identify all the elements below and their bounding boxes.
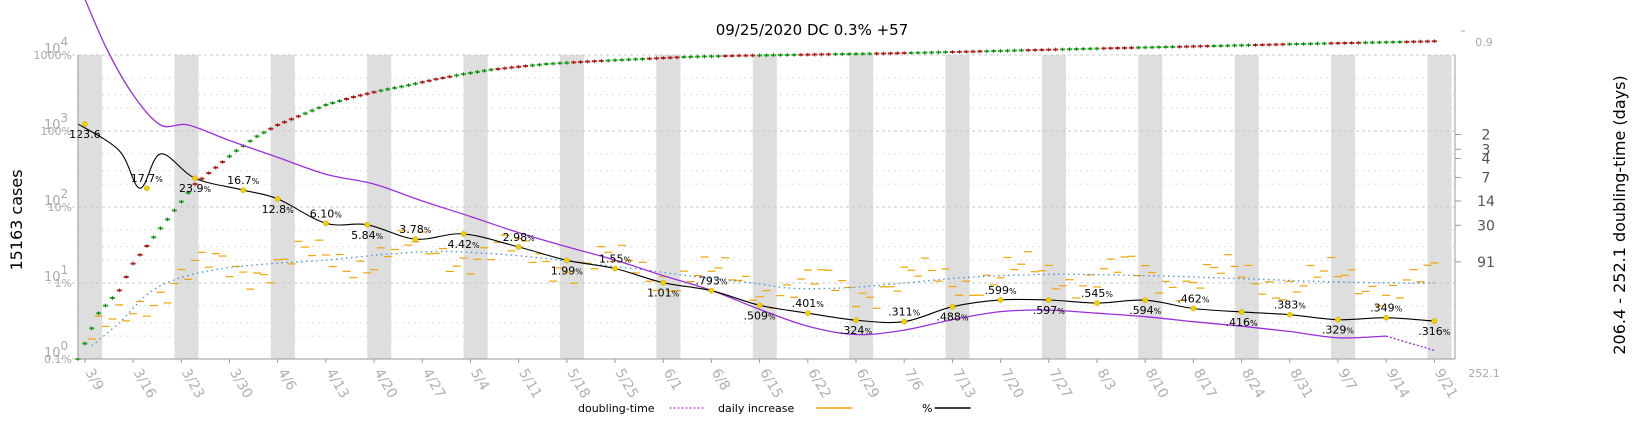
percent-label: .462% (1177, 292, 1210, 305)
y-tick-percent: 1000% (34, 49, 72, 62)
doubling-time-line (84, 0, 1387, 339)
percent-label: .349% (1370, 302, 1403, 315)
percent-label: 123.6 (69, 128, 101, 141)
legend-label: % (922, 402, 932, 415)
percent-label: .594% (1129, 304, 1162, 317)
percent-marker (660, 279, 667, 286)
percent-label: .597% (1033, 304, 1066, 317)
y-tick-percent: 100% (41, 125, 72, 138)
right-tick-label: 2 (1482, 127, 1491, 143)
right-tick-label: 91 (1477, 255, 1495, 271)
percent-label: .383% (1274, 299, 1307, 312)
percent-label: .509% (744, 309, 777, 322)
y-tick-percent: 0.1% (44, 353, 72, 366)
percent-annotations: 123.6 17.7% 23.9% 16.7% 12.8% 6.10% 5.84% 3.78%… (69, 121, 1451, 338)
percent-marker (949, 303, 956, 310)
percent-marker (997, 297, 1004, 303)
right-tick-label: 14 (1477, 194, 1495, 210)
percent-label: .793% (695, 275, 728, 288)
doubling-time-projection (1385, 335, 1435, 351)
percent-label: 6.10% (310, 207, 343, 220)
percent-label: .329% (1322, 324, 1355, 337)
percent-marker (708, 287, 715, 294)
percent-label: 17.7% (131, 172, 164, 185)
percent-label: .416% (1226, 316, 1259, 329)
percent-marker (1045, 297, 1052, 303)
percent-label: 16.7% (227, 174, 259, 187)
right-tick-label: 4 (1482, 151, 1491, 167)
percent-label: 1.55% (599, 253, 632, 266)
percent-marker (1238, 309, 1245, 315)
percent-marker (563, 257, 570, 264)
percent-marker (412, 236, 419, 242)
percent-marker (1094, 300, 1100, 306)
percent-label: 3.78% (399, 223, 432, 236)
percent-label: 12.8% (262, 203, 295, 216)
percent-label: .401% (792, 297, 825, 310)
percent-label: 2.98% (503, 231, 536, 244)
percent-marker (853, 317, 859, 324)
daily-increase-markers (87, 230, 1439, 340)
percent-marker (804, 310, 811, 317)
cases-series (75, 39, 1437, 361)
percent-label: .324% (840, 324, 873, 337)
percent-marker (1190, 305, 1197, 312)
legend: doubling-time daily increase% (578, 402, 971, 415)
percent-label: .311% (888, 306, 921, 319)
percent-marker (1335, 316, 1341, 323)
percent-label: .316% (1418, 325, 1451, 338)
percent-marker (192, 175, 198, 182)
percent-label: 5.84% (351, 229, 384, 242)
percent-label: 1.01% (647, 287, 680, 300)
percent-label: .545% (1081, 287, 1114, 300)
percent-marker (144, 185, 150, 192)
percent-marker (612, 265, 618, 272)
percent-marker (323, 220, 329, 227)
percent-marker (901, 318, 908, 325)
y-tick-percent: 10% (48, 201, 72, 214)
percent-marker (82, 121, 88, 127)
percent-label: 23.9% (179, 182, 212, 195)
legend-label: doubling-time (578, 402, 655, 415)
percent-label: .488% (936, 311, 969, 324)
legend-label: daily increase (718, 402, 794, 415)
percent-marker (1383, 314, 1390, 321)
right-tick-label: 30 (1477, 218, 1495, 234)
chart-title: 09/25/2020 DC 0.3% +57 (716, 21, 909, 39)
dotted-series (91, 250, 1435, 347)
percent-label: 1.99% (551, 264, 584, 277)
percent-label: .599% (985, 284, 1018, 297)
y-tick-percent: 1% (55, 277, 72, 290)
percent-marker (274, 196, 281, 202)
percent-marker (1142, 297, 1149, 304)
dotted-line (91, 250, 1435, 347)
right-axis-bottom-label: 252.1 (1468, 367, 1500, 380)
percent-marker (364, 221, 371, 228)
percent-marker (756, 302, 763, 309)
percent-marker (460, 231, 467, 237)
right-tick-label: 3 (1482, 142, 1491, 158)
percent-marker (1286, 311, 1293, 318)
percent-marker (515, 244, 522, 250)
percent-label: 4.42% (448, 238, 481, 251)
y-axis-label-right: 206.4 - 252.1 doubling-time (days) (1610, 75, 1629, 354)
right-tick-label: 7 (1482, 170, 1491, 186)
right-axis-top-label: 0.9 (1475, 36, 1493, 49)
doubling-time-series (84, 0, 1435, 351)
y-axis-label-left: 15163 cases (7, 169, 26, 270)
percent-marker (1431, 318, 1438, 324)
percent-marker (240, 187, 247, 193)
